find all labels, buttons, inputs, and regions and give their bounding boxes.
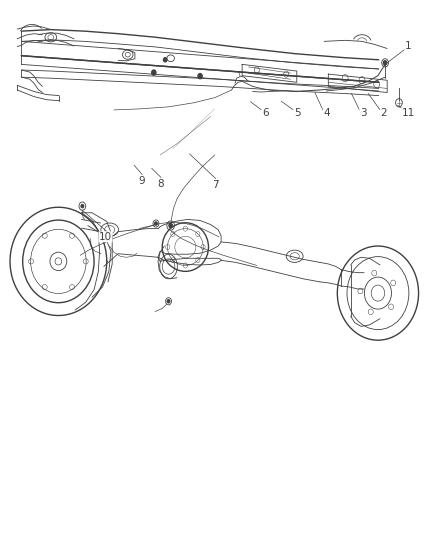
Text: 4: 4 — [323, 108, 330, 118]
Circle shape — [81, 205, 84, 208]
Text: 10: 10 — [99, 232, 112, 242]
Circle shape — [169, 223, 172, 228]
Text: 7: 7 — [212, 180, 219, 190]
Circle shape — [163, 58, 167, 62]
Circle shape — [383, 61, 387, 65]
Text: 2: 2 — [381, 108, 387, 118]
Circle shape — [167, 300, 170, 303]
Text: 6: 6 — [262, 108, 268, 118]
Circle shape — [152, 70, 156, 75]
Text: 11: 11 — [402, 108, 415, 118]
Text: 9: 9 — [139, 175, 145, 185]
Circle shape — [155, 222, 157, 225]
Text: 3: 3 — [360, 108, 367, 118]
Circle shape — [198, 74, 202, 79]
Text: 1: 1 — [405, 42, 412, 52]
Text: 5: 5 — [294, 108, 300, 118]
Text: 8: 8 — [158, 179, 164, 189]
